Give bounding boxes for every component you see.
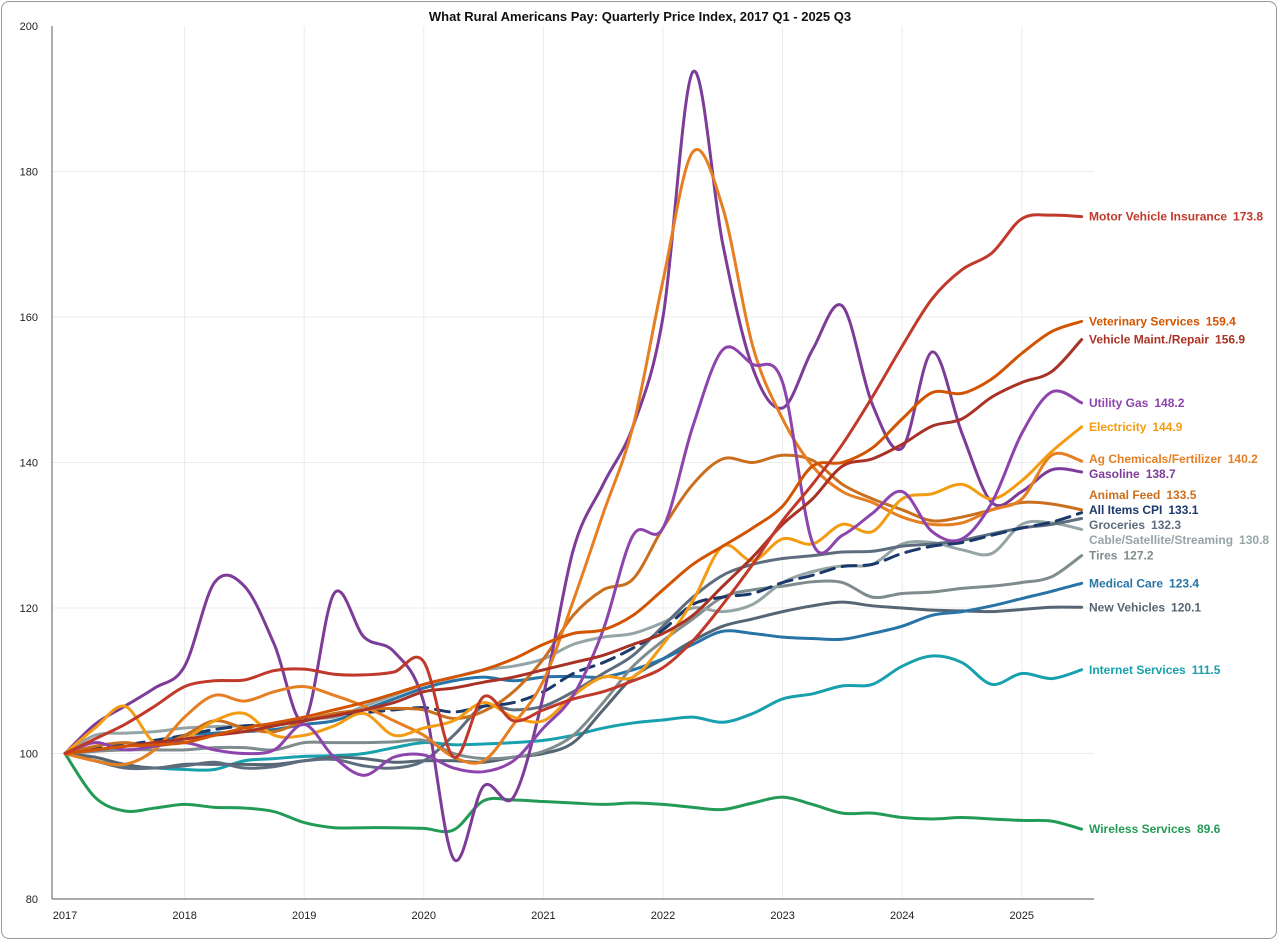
series-line-vehicle-maint-repair — [63, 338, 1084, 755]
y-tick-label: 100 — [20, 749, 38, 761]
x-tick-label: 2022 — [651, 910, 675, 922]
x-tick-label: 2025 — [1010, 910, 1034, 922]
series-labels: Motor Vehicle Insurance 173.8 Veterinary S… — [1089, 210, 1269, 837]
series-label-new-vehicles: New Vehicles 120.1 — [1089, 600, 1201, 614]
series-end-value: 148.2 — [1154, 396, 1184, 410]
series-line-animal-feed — [63, 453, 1084, 755]
series-line-motor-vehicle-insurance — [63, 213, 1084, 759]
series-end-value: 173.8 — [1233, 210, 1263, 224]
x-tick-label: 2019 — [292, 910, 316, 922]
series-name: New Vehicles — [1089, 600, 1165, 614]
series-end-value: 144.9 — [1152, 420, 1182, 434]
series-end-value: 140.2 — [1228, 452, 1258, 466]
x-tick-label: 2018 — [172, 910, 196, 922]
series-label-all-items-cpi: All Items CPI 133.1 — [1089, 503, 1199, 517]
series-name: Groceries — [1089, 518, 1145, 532]
series-name: Wireless Services — [1089, 822, 1191, 836]
series-end-value: 138.7 — [1146, 467, 1176, 481]
y-tick-label: 160 — [20, 312, 38, 324]
series-end-value: 130.8 — [1239, 533, 1269, 547]
series-line-electricity — [63, 425, 1084, 755]
series-label-ag-chemicals-fertilizer: Ag Chemicals/Fertilizer 140.2 — [1089, 452, 1258, 466]
gridlines — [52, 26, 1094, 900]
series-end-value: 123.4 — [1169, 576, 1199, 590]
series-label-tires: Tires 127.2 — [1089, 549, 1154, 563]
x-tick-label: 2021 — [531, 910, 555, 922]
series-end-value: 159.4 — [1206, 314, 1236, 328]
series-label-animal-feed: Animal Feed 133.5 — [1089, 488, 1197, 502]
series-name: Tires — [1089, 549, 1118, 563]
y-tick-label: 120 — [20, 603, 38, 615]
series-name: Gasoline — [1089, 467, 1140, 481]
series-label-gasoline: Gasoline 138.7 — [1089, 467, 1176, 481]
series-name: Electricity — [1089, 420, 1147, 434]
series-line-wireless-services — [63, 752, 1084, 834]
series-line-tires — [63, 554, 1084, 761]
series-end-value: 133.5 — [1166, 488, 1196, 502]
y-tick-label: 180 — [20, 167, 38, 179]
series-label-utility-gas: Utility Gas 148.2 — [1089, 396, 1185, 410]
series-end-value: 89.6 — [1197, 822, 1221, 836]
series-label-vehicle-maint-repair: Vehicle Maint./Repair 156.9 — [1089, 333, 1245, 347]
series-label-medical-care: Medical Care 123.4 — [1089, 576, 1199, 590]
series-name: Ag Chemicals/Fertilizer — [1089, 452, 1222, 466]
series-line-all-items-cpi — [63, 511, 1084, 755]
series-label-groceries: Groceries 132.3 — [1089, 518, 1181, 532]
y-tick-label: 80 — [26, 894, 38, 906]
series-line-groceries — [63, 517, 1084, 771]
series-name: Internet Services — [1089, 663, 1186, 677]
series-label-cable-satellite-streaming: Cable/Satellite/Streaming 130.8 — [1089, 533, 1269, 547]
series-line-gasoline — [63, 69, 1084, 863]
series-line-ag-chemicals-fertilizer — [63, 148, 1084, 767]
series-end-value: 120.1 — [1171, 600, 1201, 614]
axes: 80 100 120 140 160 180 200 2017 2018 2019 2020 2021… — [20, 21, 1094, 922]
series-end-value: 156.9 — [1215, 333, 1245, 347]
series-line-veterinary-services — [63, 319, 1084, 755]
series-name: Cable/Satellite/Streaming — [1089, 533, 1233, 547]
series-name: Utility Gas — [1089, 396, 1149, 410]
series-name: Veterinary Services — [1089, 314, 1200, 328]
series-name: Motor Vehicle Insurance — [1089, 210, 1227, 224]
series-lines — [63, 69, 1084, 863]
series-end-value: 111.5 — [1192, 663, 1221, 677]
series-line-new-vehicles — [63, 600, 1084, 770]
series-name: Animal Feed — [1089, 488, 1160, 502]
series-name: All Items CPI — [1089, 503, 1162, 517]
series-label-internet-services: Internet Services 111.5 — [1089, 663, 1221, 677]
y-tick-label: 200 — [20, 21, 38, 33]
x-tick-label: 2017 — [53, 910, 77, 922]
series-end-value: 133.1 — [1168, 503, 1198, 517]
x-tick-label: 2023 — [770, 910, 794, 922]
series-label-motor-vehicle-insurance: Motor Vehicle Insurance 173.8 — [1089, 210, 1263, 224]
series-name: Medical Care — [1089, 576, 1163, 590]
series-label-electricity: Electricity 144.9 — [1089, 420, 1183, 434]
series-label-veterinary-services: Veterinary Services 159.4 — [1089, 314, 1236, 328]
series-line-utility-gas — [63, 345, 1084, 777]
series-end-value: 127.2 — [1123, 549, 1153, 563]
x-tick-label: 2020 — [412, 910, 436, 922]
y-tick-label: 140 — [20, 458, 38, 470]
chart-title: What Rural Americans Pay: Quarterly Pric… — [429, 9, 851, 24]
series-end-value: 132.3 — [1151, 518, 1181, 532]
series-name: Vehicle Maint./Repair — [1089, 333, 1209, 347]
series-label-wireless-services: Wireless Services 89.6 — [1089, 822, 1221, 836]
x-tick-label: 2024 — [890, 910, 914, 922]
